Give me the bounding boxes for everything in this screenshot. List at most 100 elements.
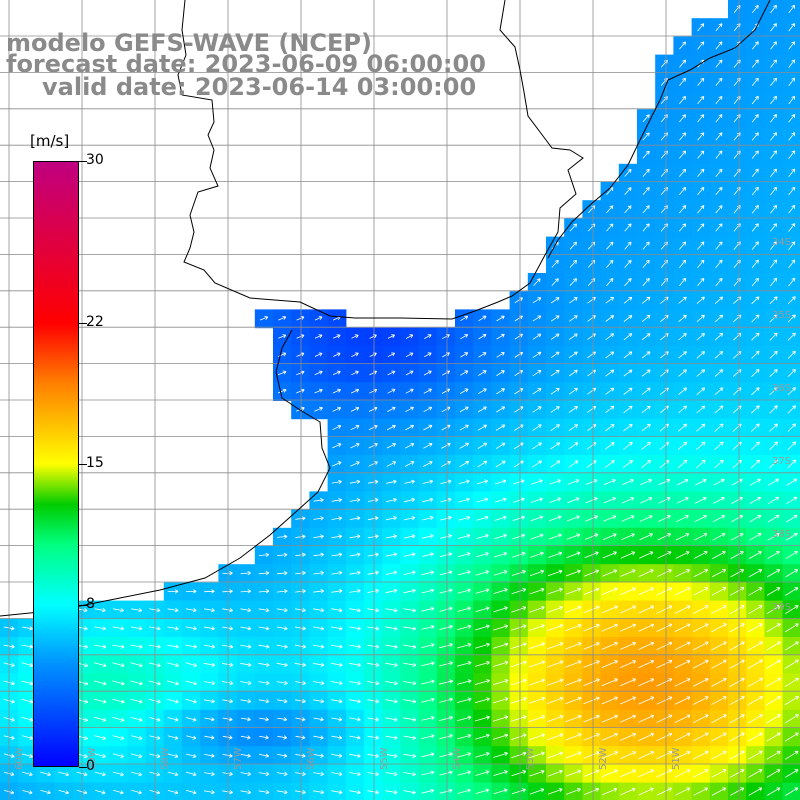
wind-arrow (475, 752, 490, 758)
wind-arrow (314, 406, 323, 412)
wind-cell (509, 418, 529, 438)
wind-cell (600, 455, 620, 474)
wind-arrow (349, 552, 361, 557)
wind-cell (764, 345, 784, 365)
wind-arrow (583, 769, 600, 777)
wind-cell (746, 400, 765, 420)
wind-cell (637, 345, 656, 365)
wind-arrow (641, 315, 651, 322)
wind-arrow (367, 570, 379, 575)
wind-arrow (423, 424, 433, 431)
wind-arrow (349, 608, 361, 613)
wind-cell (709, 382, 729, 401)
wind-cell (364, 782, 383, 800)
wind-arrow (788, 114, 796, 123)
wind-cell (709, 327, 729, 347)
wind-arrow (477, 406, 487, 413)
wind-cell (673, 273, 693, 292)
wind-arrow (620, 787, 636, 796)
wind-arrow (770, 132, 777, 141)
wind-arrow (747, 641, 763, 651)
wind-cell (509, 364, 529, 383)
wind-cell (709, 218, 729, 238)
wind-cell (673, 418, 693, 438)
wind-arrow (550, 460, 561, 468)
wind-cell (364, 455, 383, 474)
wind-arrow (295, 698, 306, 704)
wind-arrow (457, 588, 471, 594)
wind-cell (691, 746, 711, 765)
wind-arrow (493, 624, 509, 631)
wind-arrow (477, 442, 488, 449)
wind-arrow (584, 569, 600, 577)
wind-cell (364, 418, 383, 438)
wind-cell (418, 455, 438, 474)
wind-arrow (21, 717, 34, 722)
wind-cell (764, 109, 784, 128)
wind-cell (691, 309, 711, 329)
wind-arrow (294, 626, 306, 631)
wind-arrow (367, 662, 380, 667)
wind-arrow (22, 771, 33, 777)
wind-arrow (711, 587, 727, 596)
wind-cell (709, 200, 729, 219)
wind-cell (746, 54, 765, 74)
wind-arrow (674, 587, 691, 596)
wind-arrow (112, 644, 125, 649)
wind-arrow (677, 441, 688, 450)
wind-arrow (475, 624, 490, 631)
wind-cell (764, 291, 784, 310)
wind-arrow (94, 716, 107, 722)
wind-cell (600, 364, 620, 383)
wind-arrow (638, 696, 655, 705)
wind-arrow (421, 624, 435, 630)
wind-arrow (749, 496, 762, 504)
wind-cell (728, 436, 747, 456)
wind-cell (709, 473, 729, 492)
wind-cell (709, 600, 729, 620)
wind-cell (746, 382, 765, 401)
wind-arrow (258, 644, 270, 649)
wind-cell (728, 564, 747, 583)
wind-arrow (403, 644, 417, 649)
wind-cell (546, 273, 565, 292)
wind-cell (673, 163, 693, 183)
wind-cell (491, 345, 511, 365)
wind-arrow (385, 570, 398, 575)
wind-arrow (369, 352, 377, 357)
wind-arrow (750, 459, 760, 469)
wind-cell (764, 418, 784, 438)
wind-cell (691, 145, 711, 165)
wind-arrow (766, 696, 781, 706)
wind-cell (728, 546, 747, 565)
wind-cell (673, 364, 693, 383)
wind-arrow (203, 699, 215, 704)
wind-arrow (641, 351, 651, 359)
wind-cell (691, 618, 711, 638)
wind-cell (527, 418, 547, 438)
wind-arrow (294, 662, 307, 667)
wind-arrow (240, 753, 251, 758)
wind-arrow (112, 753, 124, 759)
wind-arrow (367, 552, 379, 557)
wind-cell (728, 764, 747, 784)
wind-cell (764, 254, 784, 274)
wind-cell (673, 382, 693, 401)
wind-arrow (624, 223, 632, 232)
wind-cell (582, 273, 602, 292)
wind-arrow (276, 589, 288, 594)
wind-arrow (350, 424, 360, 431)
wind-arrow (784, 714, 799, 724)
wind-cell (637, 364, 656, 383)
wind-arrow (40, 790, 51, 795)
wind-cell (582, 291, 602, 310)
wind-arrow (697, 186, 705, 196)
wind-arrow (678, 205, 687, 214)
wind-arrow (788, 204, 796, 214)
wind-arrow (696, 351, 705, 359)
wind-cell (764, 236, 784, 256)
wind-arrow (330, 662, 343, 667)
wind-cell (764, 655, 784, 674)
wind-cell (709, 54, 729, 74)
